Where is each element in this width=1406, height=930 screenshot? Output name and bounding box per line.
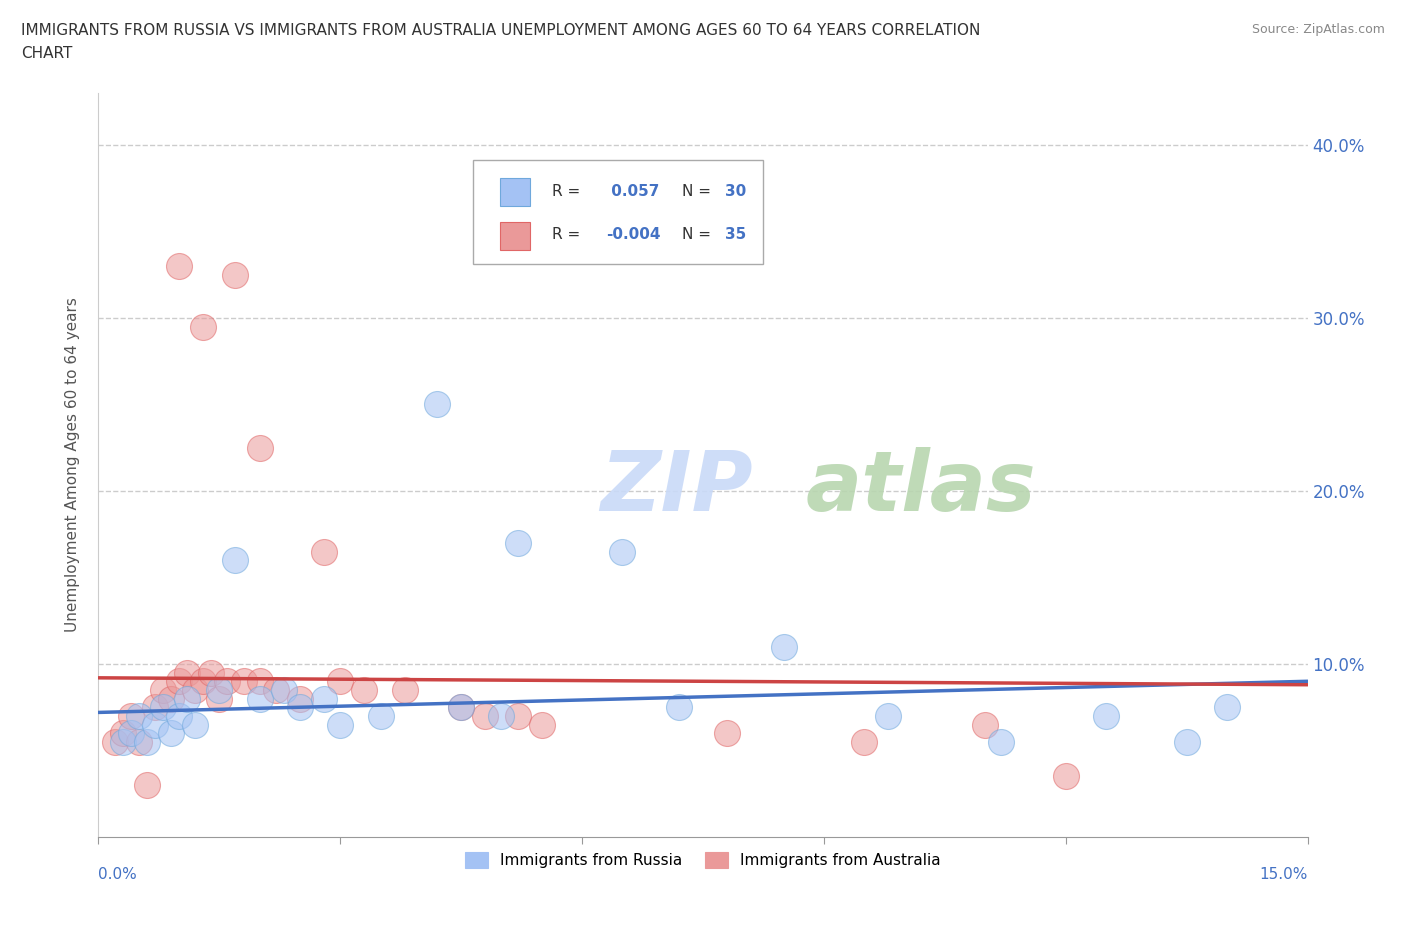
Point: [103, 735, 125, 750]
Point: [135, 777, 157, 792]
Text: Source: ZipAtlas.com: Source: ZipAtlas.com: [1251, 23, 1385, 36]
Point: [288, 699, 311, 714]
Y-axis label: Unemployment Among Ages 60 to 64 years: Unemployment Among Ages 60 to 64 years: [65, 298, 80, 632]
Point: [208, 683, 231, 698]
Point: [167, 709, 190, 724]
Point: [877, 709, 900, 724]
Point: [990, 735, 1012, 750]
Point: [128, 709, 150, 724]
Text: atlas: atlas: [806, 446, 1036, 528]
Point: [111, 735, 134, 750]
FancyBboxPatch shape: [474, 160, 763, 264]
Point: [120, 725, 142, 740]
Point: [160, 691, 183, 706]
Point: [1175, 735, 1198, 750]
Text: IMMIGRANTS FROM RUSSIA VS IMMIGRANTS FROM AUSTRALIA UNEMPLOYMENT AMONG AGES 60 T: IMMIGRANTS FROM RUSSIA VS IMMIGRANTS FRO…: [21, 23, 980, 38]
Point: [120, 709, 142, 724]
Point: [314, 544, 336, 559]
Point: [143, 699, 166, 714]
Point: [135, 735, 157, 750]
Point: [224, 267, 246, 282]
Text: R =: R =: [551, 184, 581, 199]
Text: 30: 30: [724, 184, 747, 199]
Point: [249, 674, 271, 689]
Point: [184, 717, 207, 732]
FancyBboxPatch shape: [501, 178, 530, 206]
Point: [974, 717, 997, 732]
Point: [167, 674, 190, 689]
Point: [506, 536, 529, 551]
Point: [111, 725, 134, 740]
Point: [474, 709, 496, 724]
Point: [530, 717, 553, 732]
Point: [160, 725, 183, 740]
Point: [152, 699, 174, 714]
Point: [224, 552, 246, 567]
Point: [1095, 709, 1118, 724]
Point: [249, 440, 271, 455]
Point: [450, 699, 472, 714]
Point: [853, 735, 876, 750]
Point: [1216, 699, 1239, 714]
Point: [506, 709, 529, 724]
Point: [232, 674, 254, 689]
Point: [370, 709, 392, 724]
Point: [193, 674, 215, 689]
Text: N =: N =: [682, 184, 711, 199]
Point: [193, 319, 215, 334]
Text: N =: N =: [682, 227, 711, 242]
Legend: Immigrants from Russia, Immigrants from Australia: Immigrants from Russia, Immigrants from …: [458, 845, 948, 874]
Point: [491, 709, 513, 724]
Point: [612, 544, 634, 559]
Text: -0.004: -0.004: [606, 227, 661, 242]
Point: [184, 683, 207, 698]
Point: [288, 691, 311, 706]
Text: 0.057: 0.057: [606, 184, 659, 199]
Point: [353, 683, 375, 698]
Point: [772, 639, 794, 654]
Point: [264, 683, 287, 698]
Point: [128, 735, 150, 750]
Point: [217, 674, 239, 689]
Text: ZIP: ZIP: [600, 446, 752, 528]
FancyBboxPatch shape: [501, 221, 530, 249]
Text: CHART: CHART: [21, 46, 73, 61]
Point: [143, 717, 166, 732]
Text: R =: R =: [551, 227, 581, 242]
Point: [394, 683, 416, 698]
Point: [314, 691, 336, 706]
Point: [1054, 769, 1077, 784]
Point: [668, 699, 690, 714]
Point: [329, 717, 352, 732]
Point: [167, 259, 190, 273]
Point: [152, 683, 174, 698]
Point: [249, 691, 271, 706]
Point: [329, 674, 352, 689]
Point: [176, 691, 198, 706]
Text: 15.0%: 15.0%: [1260, 867, 1308, 882]
Text: 35: 35: [724, 227, 747, 242]
Point: [450, 699, 472, 714]
Point: [426, 397, 449, 412]
Point: [200, 665, 222, 680]
Point: [208, 691, 231, 706]
Point: [273, 683, 295, 698]
Text: 0.0%: 0.0%: [98, 867, 138, 882]
Point: [716, 725, 738, 740]
Point: [176, 665, 198, 680]
